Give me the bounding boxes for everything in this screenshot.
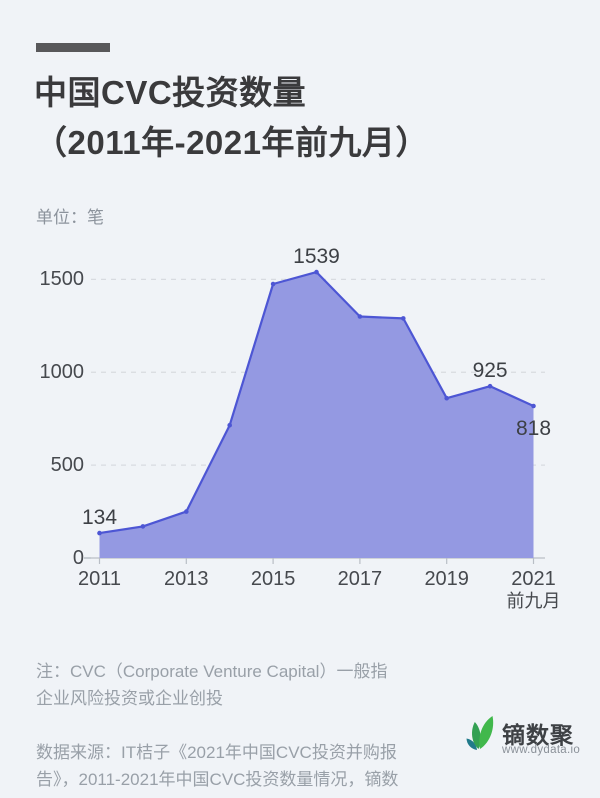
page-title-line1: 中国CVC投资数量 — [34, 74, 307, 111]
y-axis-tick-label: 1000 — [39, 361, 85, 384]
data-point — [401, 316, 406, 321]
dydata-leaf-icon — [466, 716, 494, 750]
data-point — [531, 403, 536, 409]
unit-label: 单位：笔 — [36, 208, 104, 227]
dydata-logo: 镝数聚 www.dydata.io — [466, 712, 596, 762]
area-chart: 0 500 1000 1500 2011 2013 2015 2017 2019 2021 前九月 1… — [0, 230, 600, 620]
x-axis-tick-label: 2011 — [77, 568, 121, 590]
page-title-line2: （2011年-2021年前九月） — [34, 124, 429, 161]
data-point — [184, 509, 189, 514]
area-fill — [99, 272, 534, 558]
data-point-label: 1539 — [293, 245, 340, 269]
data-point — [270, 281, 276, 287]
y-axis-tick-label: 1500 — [39, 268, 85, 291]
data-point — [487, 383, 493, 389]
y-axis-tick-label: 500 — [50, 454, 84, 477]
x-axis-tick-label: 2019 — [424, 568, 469, 590]
x-axis-tick-label: 2017 — [337, 568, 383, 590]
source-text: 数据来源：IT桔子《2021年中国CVC投资并购报 告》，2011-2021年中… — [36, 743, 399, 798]
brand-name: 镝数聚 — [502, 722, 574, 748]
data-point — [357, 314, 363, 319]
chart-notes: 注：CVC（Corporate Venture Capital）一般指 企业风险… — [36, 631, 481, 798]
data-point — [444, 395, 450, 401]
brand-url: www.dydata.io — [502, 744, 581, 756]
data-point — [227, 422, 232, 428]
note-text: 注：CVC（Corporate Venture Capital）一般指 企业风险… — [36, 662, 388, 708]
data-point — [97, 530, 102, 536]
data-point-label: 134 — [81, 506, 118, 530]
page-title: 中国CVC投资数量 （2011年-2021年前九月） — [34, 68, 574, 168]
x-axis-sub-label: 前九月 — [506, 591, 561, 611]
x-axis-tick-label: 2013 — [164, 568, 209, 590]
data-point — [140, 524, 146, 529]
accent-bar — [36, 43, 110, 52]
data-point — [314, 269, 319, 275]
y-axis-tick-label: 0 — [72, 547, 84, 569]
x-axis-tick-label: 2021 — [511, 568, 556, 590]
data-point-label: 925 — [472, 359, 508, 383]
x-axis-tick-label: 2015 — [250, 568, 296, 590]
data-point-label: 818 — [515, 417, 552, 441]
